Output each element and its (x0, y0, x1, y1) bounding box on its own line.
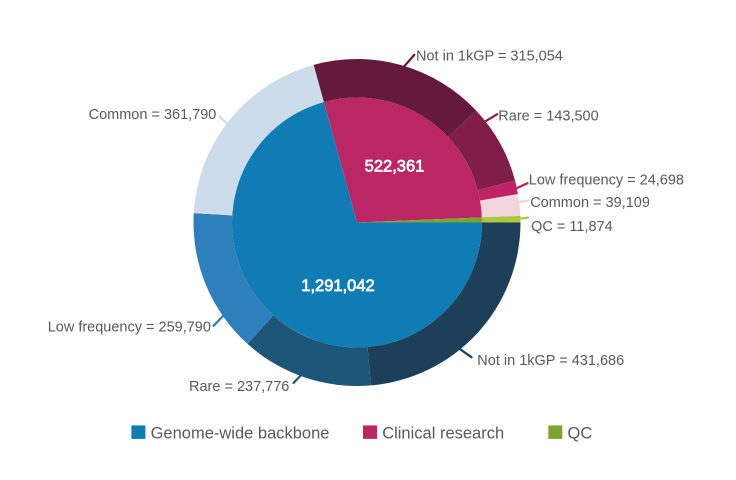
svg-text:Common = 361,790: Common = 361,790 (89, 107, 217, 123)
svg-text:Common = 39,109: Common = 39,109 (530, 195, 650, 211)
svg-text:QC: QC (568, 424, 593, 442)
svg-text:1,291,042: 1,291,042 (301, 277, 374, 295)
svg-text:Not in 1kGP = 315,054: Not in 1kGP = 315,054 (416, 49, 563, 65)
svg-text:Clinical research: Clinical research (382, 424, 504, 442)
svg-text:Rare = 237,776: Rare = 237,776 (189, 379, 289, 395)
svg-text:Rare = 143,500: Rare = 143,500 (498, 108, 598, 124)
svg-text:Low frequency = 24,698: Low frequency = 24,698 (529, 173, 684, 189)
svg-text:Not in 1kGP = 431,686: Not in 1kGP = 431,686 (477, 353, 624, 369)
svg-text:QC = 11,874: QC = 11,874 (531, 219, 613, 235)
svg-text:Low frequency = 259,790: Low frequency = 259,790 (48, 320, 211, 336)
svg-text:Genome-wide backbone: Genome-wide backbone (151, 424, 330, 442)
svg-text:522,361: 522,361 (365, 157, 425, 175)
